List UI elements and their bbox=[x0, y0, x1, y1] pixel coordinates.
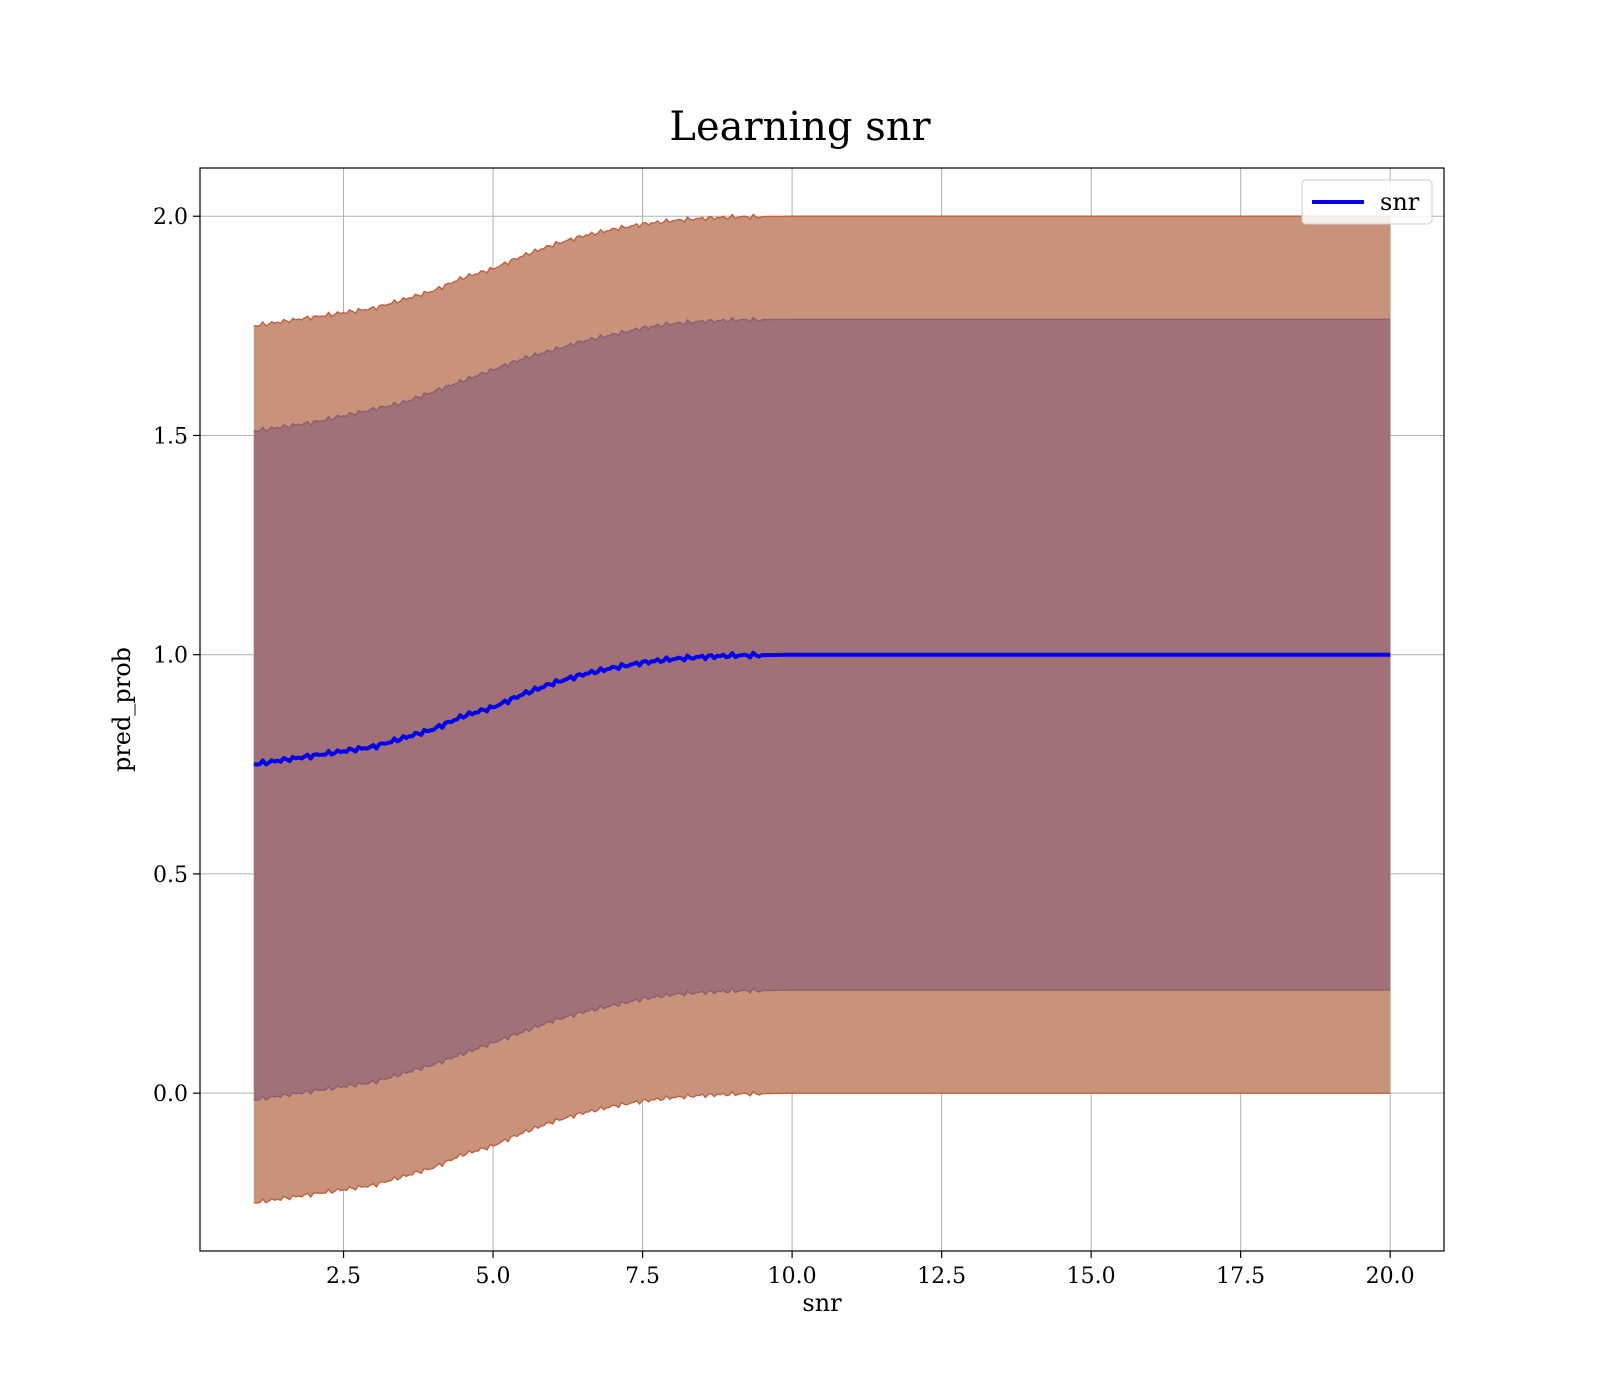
y-axis-title: pred_prob bbox=[108, 647, 136, 772]
y-tick-label: 0.0 bbox=[153, 1082, 188, 1107]
series-line-snr bbox=[253, 650, 1391, 767]
legend-label-snr: snr bbox=[1380, 188, 1420, 216]
x-axis-ticks: 2.5 5.0 7.5 10.0 12.5 15.0 17.5 20.0 bbox=[326, 1251, 1415, 1289]
plot-frame bbox=[199, 167, 1445, 1252]
x-axis-title: snr bbox=[802, 1289, 842, 1317]
y-tick-label: 1.0 bbox=[153, 644, 188, 669]
y-axis-ticks: 0.0 0.5 1.0 1.5 2.0 bbox=[153, 205, 200, 1107]
chart-title: Learning snr bbox=[669, 104, 931, 150]
x-tick-label: 5.0 bbox=[476, 1264, 511, 1289]
x-tick-label: 7.5 bbox=[625, 1264, 660, 1289]
legend-box bbox=[1301, 179, 1433, 225]
x-tick-label: 17.5 bbox=[1216, 1264, 1265, 1289]
legend: snr bbox=[1301, 179, 1433, 225]
x-tick-label: 15.0 bbox=[1067, 1264, 1116, 1289]
x-tick-label: 10.0 bbox=[768, 1264, 817, 1289]
x-tick-label: 20.0 bbox=[1366, 1264, 1415, 1289]
band-inner-lower-edge bbox=[253, 987, 1391, 1101]
band-outer-upper-edge bbox=[253, 213, 1391, 327]
y-tick-label: 1.5 bbox=[153, 424, 188, 449]
x-tick-label: 2.5 bbox=[326, 1264, 361, 1289]
band-inner-upper-edge bbox=[253, 316, 1391, 432]
series-lines bbox=[253, 650, 1391, 767]
confidence-bands bbox=[253, 213, 1391, 1204]
band-inner bbox=[253, 317, 1391, 1100]
y-tick-label: 2.0 bbox=[153, 205, 188, 230]
x-tick-label: 12.5 bbox=[917, 1264, 966, 1289]
y-tick-label: 0.5 bbox=[153, 863, 188, 888]
band-outer-lower-edge bbox=[253, 1090, 1391, 1204]
